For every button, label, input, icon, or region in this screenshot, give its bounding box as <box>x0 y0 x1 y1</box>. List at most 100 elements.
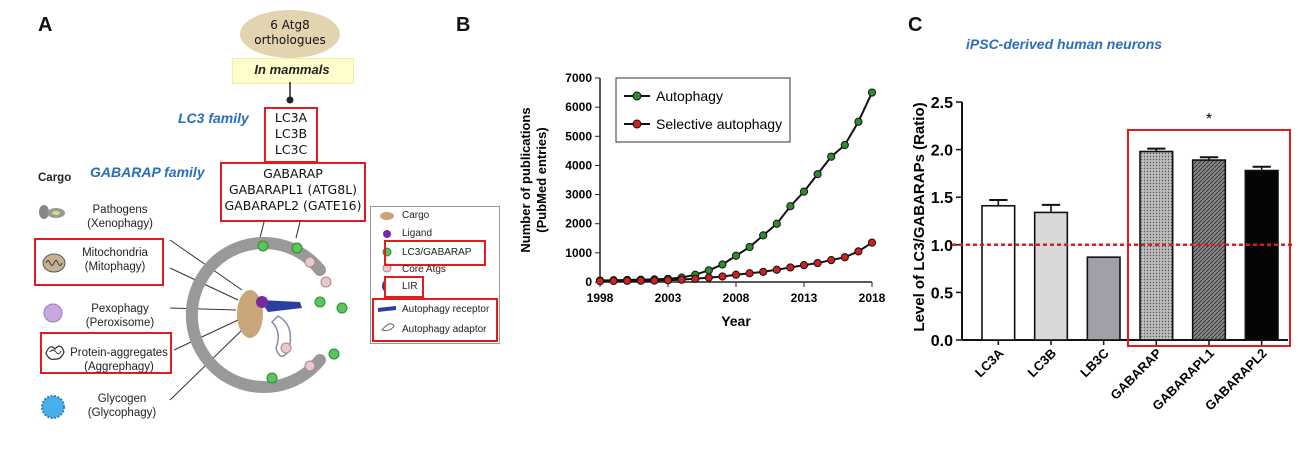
legend-box <box>615 77 791 143</box>
mammals-box <box>232 58 354 84</box>
x-tick-label: LB3C <box>1077 345 1112 380</box>
pathogen-icon <box>39 205 65 219</box>
y-axis-label: Level of LC3/GABARAPs (Ratio) <box>911 102 928 331</box>
cargo-sub: (Glycophagy) <box>87 407 157 419</box>
gabarap-highlight-box <box>1127 129 1291 347</box>
data-point <box>704 266 713 275</box>
publications-chart: 0 1000 2000 3000 4000 5000 6000 7000 1998 2003 200… <box>518 71 886 329</box>
y-tick-label: 0 <box>585 275 592 289</box>
y-axis-label-line2: (PubMed entries) <box>534 127 549 232</box>
mammals-label: In mammals <box>254 62 330 77</box>
gabarap-member: GABARAPL1 (ATG8L) <box>228 182 358 197</box>
data-point <box>691 274 700 283</box>
lc3-legend-highlight <box>384 240 486 266</box>
legend-marker <box>632 91 642 101</box>
cargo-legend-icon <box>380 212 394 220</box>
orthologue-line-2: orthologues <box>254 33 326 47</box>
cargo-item-pexophagy: Pexophagy (Peroxisome) <box>70 302 170 330</box>
y-tick-label: 0.0 <box>931 333 953 350</box>
data-point <box>786 263 795 272</box>
cargo-sub: (Mitophagy) <box>84 261 146 273</box>
data-point <box>786 202 795 211</box>
y-tick-label: 5000 <box>565 129 592 143</box>
legend-receptor: Autophagy receptor <box>402 304 490 315</box>
bar <box>1191 159 1227 341</box>
data-point <box>745 242 754 252</box>
data-point <box>609 276 618 286</box>
data-point <box>623 276 632 285</box>
y-tick-label: 2.5 <box>931 95 953 112</box>
gabarap-highlight-box <box>220 162 366 222</box>
adaptor-legend-icon <box>381 323 395 331</box>
data-point <box>677 275 686 284</box>
mitochondria-highlight-box <box>34 238 164 286</box>
chart-c-title: iPSC-derived human neurons <box>966 36 1163 52</box>
data-point <box>854 117 863 126</box>
data-point <box>799 187 809 196</box>
data-point <box>867 88 877 97</box>
legend-ligand: Ligand <box>402 228 433 239</box>
lc3-family-label: LC3 family <box>178 110 249 126</box>
y-tick-label: 0.5 <box>931 285 953 302</box>
data-point <box>799 260 809 270</box>
data-point <box>813 170 822 179</box>
legend-cargo: Cargo <box>402 210 430 221</box>
cargo-sub: (Aggrephagy) <box>84 361 154 373</box>
y-tick-label: 4000 <box>565 158 592 172</box>
cargo-sub: (Xenophagy) <box>87 218 153 230</box>
bar <box>1244 169 1279 341</box>
bar <box>1086 256 1121 341</box>
x-tick-label: 2003 <box>655 291 682 305</box>
x-tick-label: 2008 <box>723 291 750 305</box>
orthologue-line-1: 6 Atg8 <box>270 18 310 32</box>
y-tick-label: 1.5 <box>931 190 953 207</box>
lc3-member-list: LC3A LC3B LC3C <box>264 110 318 158</box>
cargo-sub: (Peroxisome) <box>85 317 155 329</box>
cargo-name: Pexophagy <box>91 303 149 315</box>
cargo-item-glycogen: Glycogen (Glycophagy) <box>72 392 172 420</box>
x-tick-label: 2018 <box>859 291 886 305</box>
cargo-name: Mitochondria <box>82 247 148 259</box>
y-tick-label: 7000 <box>565 71 592 85</box>
x-tick-label: LC3B <box>1025 346 1060 381</box>
data-point <box>854 247 863 256</box>
data-point <box>772 219 781 228</box>
data-point <box>827 256 836 265</box>
data-point <box>840 253 849 262</box>
receptor-legend-icon <box>378 306 396 312</box>
y-tick-label: 3000 <box>565 188 592 202</box>
data-point <box>704 273 713 282</box>
data-point <box>827 152 836 161</box>
orthologue-text: 6 Atg8 orthologues <box>240 18 340 48</box>
x-tick-label: 2013 <box>791 291 818 305</box>
cargo-item-pathogens: Pathogens (Xenophagy) <box>70 203 170 231</box>
panel-b-letter: B <box>456 14 471 36</box>
data-point <box>731 270 741 279</box>
x-tick-label: LC3A <box>972 345 1007 380</box>
legend-core-atgs: Core Atgs <box>402 264 446 275</box>
data-point <box>718 272 727 281</box>
panel-a-legend <box>370 206 500 344</box>
legend-lir: LIR <box>402 281 418 292</box>
y-tick-label: 6000 <box>565 100 592 114</box>
glycogen-icon <box>41 395 65 419</box>
gabarap-member-list: GABARAP GABARAPL1 (ATG8L) GABARAPL2 (GAT… <box>220 166 366 214</box>
data-point <box>636 276 645 285</box>
receptor-adaptor-highlight <box>372 298 498 342</box>
data-point <box>813 258 822 268</box>
data-point <box>745 269 754 278</box>
legend-label: Autophagy <box>656 88 723 104</box>
x-axis-label: Year <box>721 313 751 329</box>
lc3-member: LC3C <box>274 142 308 157</box>
gabarap-member: GABARAP <box>263 166 323 181</box>
data-point <box>840 140 849 150</box>
data-point <box>759 267 768 276</box>
significance-annotation: * <box>1206 111 1212 128</box>
cargo-item-aggregates: Protein-aggregates (Aggrephagy) <box>66 346 172 374</box>
data-point <box>772 265 781 274</box>
data-point <box>718 260 727 269</box>
data-point <box>731 251 741 260</box>
aggregate-icon <box>45 345 65 360</box>
data-point <box>759 231 768 240</box>
